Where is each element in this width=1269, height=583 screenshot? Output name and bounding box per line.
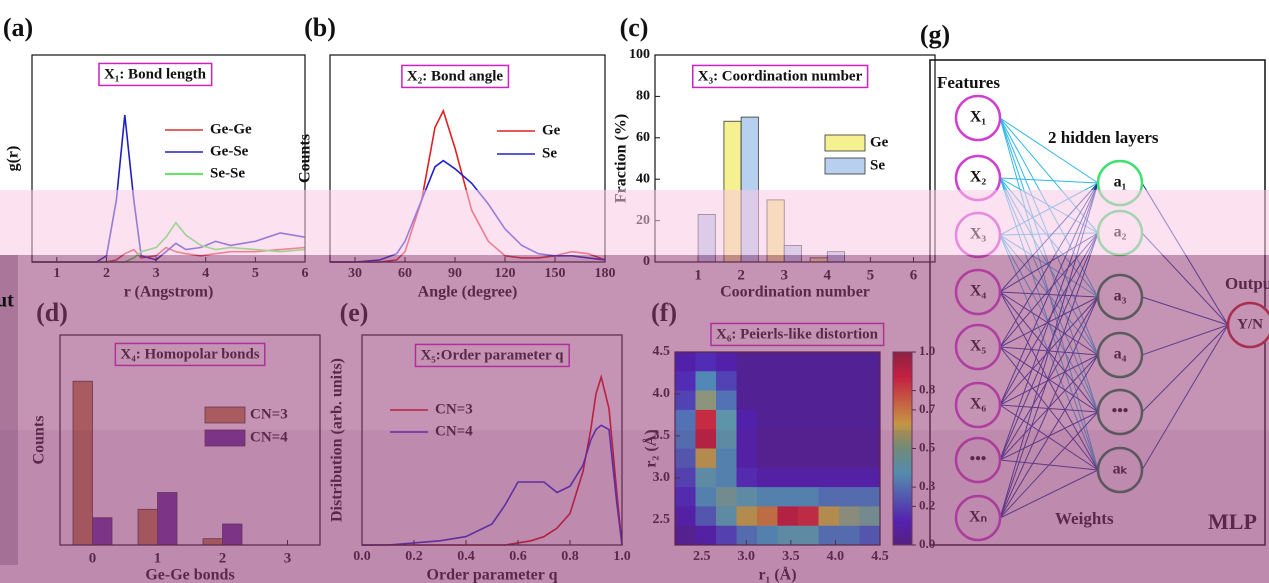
input-node-label: X₂ xyxy=(970,169,987,186)
y-axis-label: g(r) xyxy=(5,146,22,172)
y-tick-label: 60 xyxy=(636,130,650,145)
panel-label: (a) xyxy=(3,13,33,42)
legend-swatch xyxy=(824,134,866,152)
title-frame xyxy=(401,64,510,89)
edge-strip xyxy=(0,255,18,565)
features-label: Features xyxy=(937,73,1000,92)
legend-label: Se-Se xyxy=(210,165,245,181)
hidden-layers-label: 2 hidden layers xyxy=(1048,128,1159,147)
title-frame xyxy=(691,64,869,89)
overlay-shade xyxy=(0,255,1269,583)
y-tick-label: 40 xyxy=(636,171,650,186)
legend-label: Ge xyxy=(870,134,889,150)
y-tick-label: 100 xyxy=(629,47,650,62)
panel-title: X₃: Coordination number xyxy=(698,68,863,84)
weight-edge xyxy=(999,177,1099,184)
panel-title: X₂: Bond angle xyxy=(407,68,504,84)
y-tick-label: 80 xyxy=(636,89,650,104)
legend-label: Ge xyxy=(542,122,561,138)
panel-label: (g) xyxy=(920,20,950,49)
title-frame xyxy=(98,62,213,87)
y-axis-label: Counts xyxy=(297,134,314,183)
panel-title: X₁: Bond length xyxy=(104,66,207,82)
panel-label: (b) xyxy=(304,13,336,42)
cropped-text: ut xyxy=(0,290,14,312)
legend-swatch xyxy=(824,157,866,175)
input-node-label: X₁ xyxy=(970,109,987,126)
legend-label: Ge-Se xyxy=(210,143,249,159)
panel-label: (c) xyxy=(620,13,649,42)
legend-label: Se xyxy=(542,145,557,161)
hidden-node-label: a₁ xyxy=(1114,174,1127,191)
weight-edge xyxy=(999,117,1099,184)
overlay-band xyxy=(0,190,1269,255)
y-axis-label: Fraction (%) xyxy=(613,114,630,203)
input-node xyxy=(954,94,1002,142)
overlay-shade-lower xyxy=(0,430,1269,583)
legend-label: Ge-Ge xyxy=(210,121,252,137)
legend-label: Se xyxy=(870,157,885,173)
